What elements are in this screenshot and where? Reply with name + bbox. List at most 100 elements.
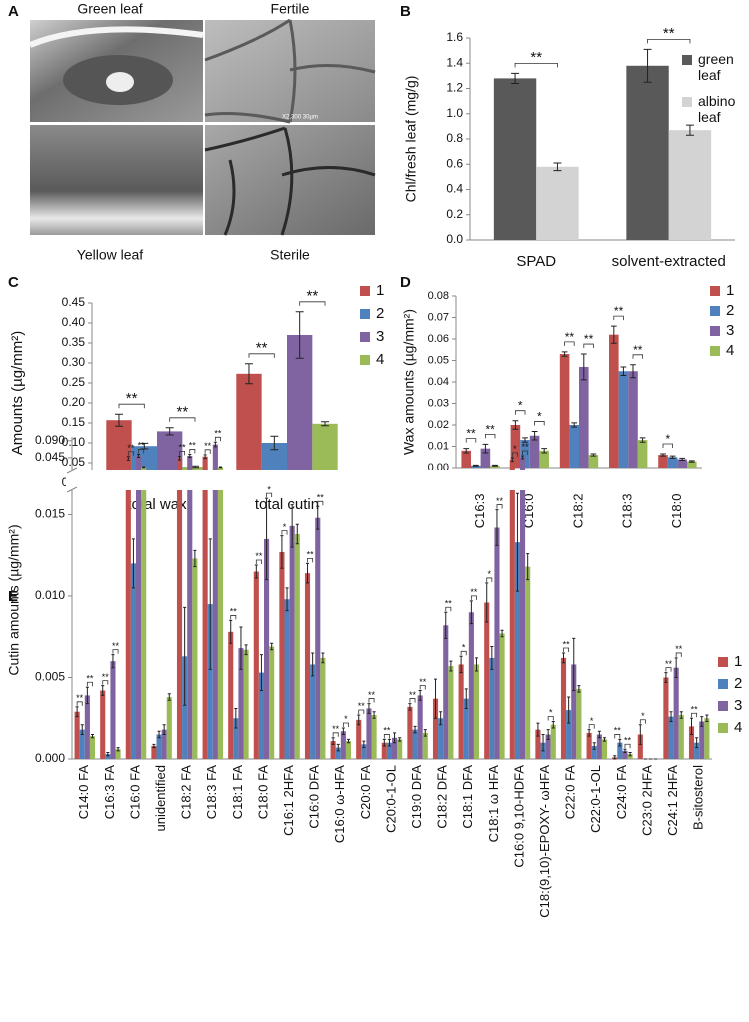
bar bbox=[560, 657, 567, 759]
bar bbox=[463, 698, 469, 759]
error-bar bbox=[357, 714, 361, 726]
bar bbox=[407, 706, 413, 759]
bar bbox=[386, 742, 392, 759]
significance-label: ** bbox=[307, 550, 315, 560]
x-tick-label: C18:2 DFA bbox=[435, 765, 450, 829]
legend-label: 4 bbox=[376, 351, 384, 368]
error-bar bbox=[700, 716, 704, 727]
error-bar bbox=[413, 725, 417, 734]
error-bar bbox=[561, 652, 566, 664]
bar bbox=[176, 458, 183, 759]
legend-label: 1 bbox=[734, 653, 742, 670]
bar bbox=[566, 710, 572, 759]
bar bbox=[443, 625, 449, 759]
significance-label: * bbox=[283, 522, 287, 532]
error-bar bbox=[561, 351, 568, 357]
bar bbox=[658, 455, 668, 468]
significance-bracket bbox=[647, 38, 691, 44]
significance-bracket bbox=[522, 450, 529, 455]
error-bar bbox=[239, 626, 243, 670]
significance-bracket bbox=[515, 410, 526, 415]
error-bar bbox=[485, 582, 489, 623]
bar bbox=[569, 425, 579, 468]
bar bbox=[253, 571, 259, 759]
significance-bracket bbox=[368, 698, 375, 703]
bar bbox=[626, 65, 669, 241]
y-tick-label: 0.03 bbox=[428, 397, 449, 409]
error-bar bbox=[500, 629, 504, 638]
error-bar bbox=[191, 465, 200, 469]
micrograph bbox=[30, 125, 203, 235]
bar bbox=[545, 734, 551, 759]
significance-label: * bbox=[267, 484, 271, 494]
bar bbox=[588, 455, 599, 468]
error-bar bbox=[259, 654, 263, 692]
significance-bracket bbox=[662, 443, 674, 449]
error-bar bbox=[679, 711, 683, 719]
error-bar bbox=[346, 738, 351, 744]
bar bbox=[84, 695, 90, 759]
bar bbox=[525, 566, 531, 759]
error-bar bbox=[75, 706, 79, 718]
error-bar bbox=[685, 124, 694, 136]
significance-bracket bbox=[486, 577, 493, 582]
panel-label: A bbox=[8, 3, 19, 20]
legend-swatch bbox=[360, 332, 370, 342]
bar bbox=[304, 573, 311, 759]
significance-bracket bbox=[614, 734, 621, 739]
significance-label: * bbox=[462, 643, 466, 653]
x-tick-label: C24:1 2HFA bbox=[665, 765, 680, 836]
error-bar bbox=[116, 747, 120, 752]
significance-bracket bbox=[102, 680, 109, 685]
error-bar bbox=[610, 325, 617, 344]
significance-bracket bbox=[112, 649, 119, 654]
bar bbox=[269, 646, 275, 759]
x-tick-label: B-sitosterol bbox=[691, 765, 706, 830]
y-tick-label: 0.045 bbox=[35, 450, 65, 464]
bar bbox=[668, 716, 674, 759]
legend-swatch bbox=[682, 97, 692, 107]
bar bbox=[217, 467, 224, 759]
bar bbox=[480, 448, 491, 468]
bar bbox=[448, 666, 454, 759]
error-bar bbox=[643, 48, 652, 83]
legend-label: 4 bbox=[726, 342, 734, 359]
x-tick-label: C18:3 FA bbox=[204, 765, 219, 820]
error-bar bbox=[602, 737, 607, 742]
bar bbox=[432, 698, 439, 759]
bar bbox=[490, 465, 500, 468]
significance-bracket bbox=[169, 417, 196, 422]
error-bar bbox=[623, 748, 627, 753]
error-bar bbox=[541, 734, 545, 752]
error-bar bbox=[541, 448, 548, 454]
bar bbox=[471, 465, 481, 468]
significance-bracket bbox=[248, 353, 275, 358]
legend-label: albino leaf bbox=[698, 93, 736, 125]
error-bar bbox=[270, 435, 279, 451]
significance-bracket bbox=[511, 452, 518, 457]
bar bbox=[141, 467, 147, 759]
y-tick-label: 0.05 bbox=[428, 354, 449, 366]
significance-label: ** bbox=[691, 704, 699, 714]
bar bbox=[284, 599, 290, 759]
legend-swatch bbox=[718, 723, 728, 733]
significance-bracket bbox=[470, 595, 477, 600]
error-bar bbox=[362, 740, 366, 749]
significance-label: ** bbox=[409, 690, 417, 700]
error-bar bbox=[265, 497, 269, 581]
error-bar bbox=[418, 690, 422, 701]
bar bbox=[489, 657, 495, 759]
error-bar bbox=[590, 453, 597, 457]
x-tick-label: solvent-extracted bbox=[612, 253, 726, 270]
bar bbox=[287, 335, 313, 483]
error-bar bbox=[382, 738, 386, 747]
panel-label: D bbox=[400, 274, 411, 291]
significance-bracket bbox=[563, 647, 570, 653]
significance-label: ** bbox=[332, 724, 340, 734]
y-tick-label: 0.07 bbox=[428, 311, 449, 323]
significance-bracket bbox=[307, 557, 314, 563]
error-bar bbox=[572, 637, 576, 692]
bar bbox=[622, 750, 628, 759]
x-tick-label: C16:0 ω-HFA bbox=[332, 765, 347, 843]
bar bbox=[673, 667, 679, 759]
